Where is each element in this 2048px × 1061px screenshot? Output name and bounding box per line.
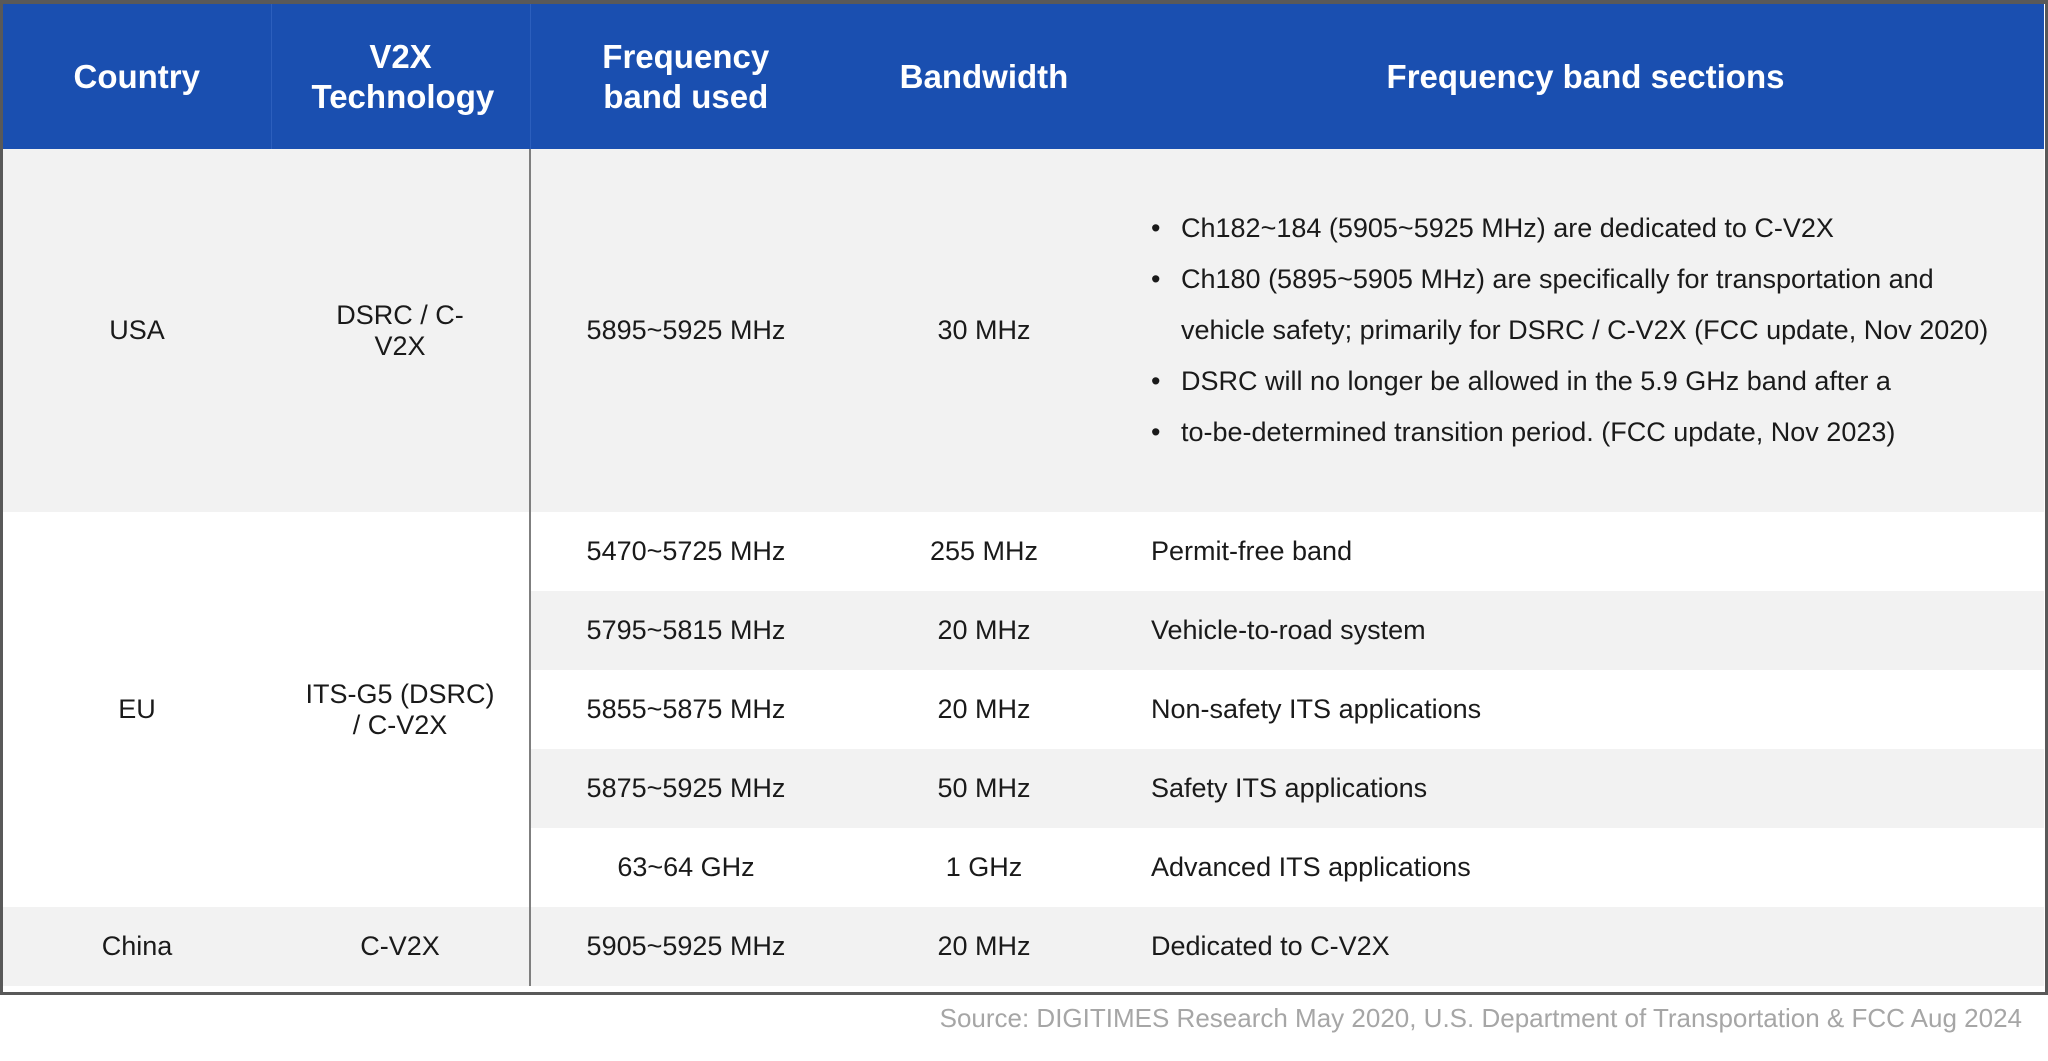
band-cell: 63~64 GHz	[617, 852, 755, 882]
technology-cell: ITS-G5 (DSRC) / C-V2X	[271, 512, 531, 907]
country-cell: EU	[3, 512, 271, 907]
country-cell: USA	[109, 315, 165, 345]
band-cell: 5875~5925 MHz	[586, 773, 786, 803]
table-row-eu: EU ITS-G5 (DSRC) / C-V2X 5470~5725 MHz 2…	[3, 512, 2044, 907]
header-band: Frequency band used	[530, 4, 841, 149]
table-row-china: China C-V2X 5905~5925 MHz 20 MHz Dedicat…	[3, 907, 2044, 986]
header-technology: V2X Technology	[271, 4, 531, 149]
technology-cell: DSRC / C-V2X	[271, 149, 531, 512]
v2x-frequency-table: Country V2X Technology Frequency band us…	[3, 4, 2045, 986]
list-item: Ch182~184 (5905~5925 MHz) are dedicated …	[1151, 203, 2024, 254]
source-note: Source: DIGITIMES Research May 2020, U.S…	[939, 1003, 2022, 1033]
band-cell: 5905~5925 MHz	[586, 931, 786, 961]
technology-cell: C-V2X	[271, 907, 531, 986]
band-cell: 5895~5925 MHz	[586, 315, 786, 345]
header-row: Country V2X Technology Frequency band us…	[3, 4, 2044, 149]
bandwidth-cell: 50 MHz	[937, 773, 1031, 803]
country-cell: China	[101, 931, 173, 961]
list-item: Ch180 (5895~5905 MHz) are specifically f…	[1151, 254, 2024, 356]
table-row-usa: USA DSRC / C-V2X 5895~5925 MHz 30 MHz Ch…	[3, 149, 2044, 512]
bandwidth-cell: 20 MHz	[937, 694, 1031, 724]
band-cell: 5855~5875 MHz	[586, 694, 786, 724]
section-cell: Non-safety ITS applications	[1151, 694, 1482, 724]
band-cell: 5795~5815 MHz	[586, 615, 786, 645]
frequency-table-frame: Country V2X Technology Frequency band us…	[0, 0, 2048, 995]
bandwidth-cell: 30 MHz	[937, 315, 1031, 345]
band-cell: 5470~5725 MHz	[586, 536, 786, 566]
list-item: to-be-determined transition period. (FCC…	[1151, 407, 2024, 458]
sections-cell: Ch182~184 (5905~5925 MHz) are dedicated …	[1127, 149, 2044, 512]
section-cell: Vehicle-to-road system	[1151, 615, 1426, 645]
section-cell: Safety ITS applications	[1151, 773, 1428, 803]
bandwidth-cell: 20 MHz	[937, 931, 1031, 961]
header-country: Country	[3, 4, 272, 149]
sections-list: Ch182~184 (5905~5925 MHz) are dedicated …	[1141, 203, 2024, 458]
header-sections: Frequency band sections	[1127, 4, 2044, 149]
section-cell: Advanced ITS applications	[1151, 852, 1471, 882]
bandwidth-cell: 1 GHz	[945, 852, 1023, 882]
header-bandwidth: Bandwidth	[841, 4, 1127, 149]
bandwidth-cell: 20 MHz	[937, 615, 1031, 645]
list-item: DSRC will no longer be allowed in the 5.…	[1151, 356, 2024, 407]
section-cell: Permit-free band	[1151, 536, 1353, 566]
bandwidth-cell: 255 MHz	[929, 536, 1039, 566]
section-cell: Dedicated to C-V2X	[1151, 931, 1390, 961]
